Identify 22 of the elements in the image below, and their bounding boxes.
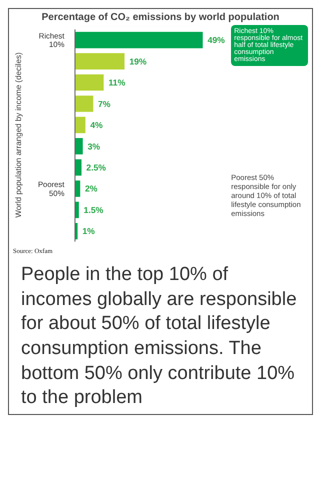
data-label: 7% xyxy=(98,98,110,109)
bar xyxy=(74,159,82,176)
data-label: 4% xyxy=(90,120,103,130)
bar xyxy=(74,32,202,48)
data-label: 2.5% xyxy=(86,162,106,173)
data-label: 49% xyxy=(207,35,225,46)
y-tick-label: Richest 10% xyxy=(38,31,65,50)
bar xyxy=(74,138,82,154)
data-label: 19% xyxy=(128,56,146,66)
bar xyxy=(74,116,85,134)
data-label: 2% xyxy=(84,184,98,194)
data-label: 1% xyxy=(82,226,95,236)
chart-title: Percentage of CO₂ emissions by world population xyxy=(40,12,280,23)
data-label: 3% xyxy=(87,141,100,152)
bar xyxy=(74,53,124,70)
y-tick-label: Poorest 50% xyxy=(37,180,65,198)
bar xyxy=(74,74,104,91)
data-label: 1.5% xyxy=(83,204,104,215)
data-label: 11% xyxy=(108,78,126,88)
text: People in the top 10% of incomes globally are responsible for about 50% of total lifestyle consumption emissions. The bottom 50% only contribute 10% to the problem xyxy=(20,263,298,410)
bar xyxy=(74,96,93,112)
y-axis-title: World population arranged by income (deciles) xyxy=(14,52,23,218)
